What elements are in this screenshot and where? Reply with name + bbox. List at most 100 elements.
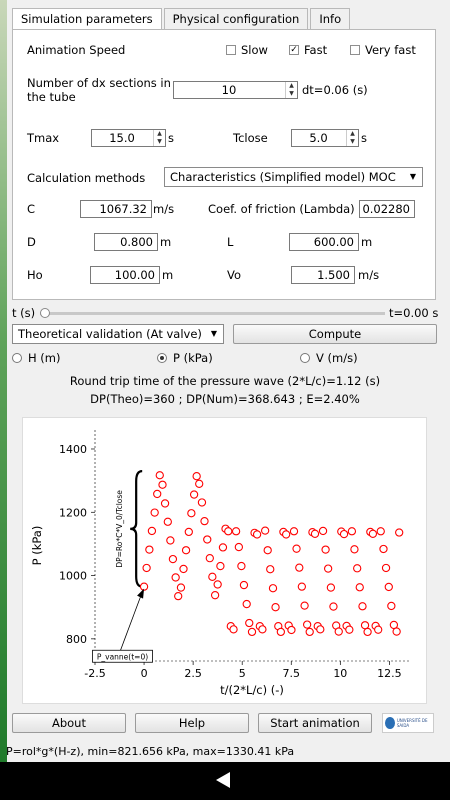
- data-point: [381, 563, 391, 573]
- data-point: [247, 627, 257, 637]
- chevron-down-icon: ▼: [409, 172, 416, 181]
- data-point: [145, 545, 154, 554]
- y-tick-label: 1000: [59, 570, 87, 583]
- data-point: [153, 489, 162, 499]
- data-point: [268, 584, 278, 593]
- tab-bar: Simulation parameters Physical configura…: [12, 8, 352, 30]
- data-point: [163, 517, 172, 526]
- data-point: [347, 527, 357, 536]
- slow-checkbox[interactable]: Slow: [226, 43, 268, 57]
- data-point: [376, 527, 385, 536]
- animation-speed-label: Animation Speed: [27, 43, 126, 57]
- y-tick-label: 1200: [59, 506, 87, 519]
- data-point: [363, 627, 372, 637]
- left-edge-strip: [0, 0, 7, 762]
- data-point: [224, 527, 233, 536]
- checkbox-box: [350, 45, 360, 55]
- check-icon: ✓: [289, 45, 299, 55]
- radio-h[interactable]: H (m): [12, 351, 60, 365]
- l-unit: m: [361, 235, 373, 249]
- data-point: [384, 582, 393, 592]
- vo-unit: m/s: [358, 268, 380, 282]
- pressure-chart-svg: -2.5 0 2.5 5 7.5 10 12.5 800 1000 1200 1400 t/(2*L/…: [30, 430, 409, 697]
- radio-v-label: V (m/s): [316, 351, 358, 365]
- tmax-label: Tmax: [27, 131, 60, 145]
- tclose-value: 5.0: [309, 131, 328, 145]
- tab-physical-configuration[interactable]: Physical configuration: [163, 8, 309, 29]
- compute-button[interactable]: Compute: [233, 324, 437, 344]
- friction-label: Coef. of friction (Lambda): [208, 202, 355, 216]
- x-axis-label: t/(2*L/c) (-): [220, 683, 284, 697]
- tclose-label: Tclose: [233, 131, 268, 145]
- about-button[interactable]: About: [12, 713, 126, 733]
- data-point: [358, 602, 367, 611]
- spinner-arrows-icon[interactable]: ▲ ▼: [285, 82, 297, 98]
- x-tick-label: 2.5: [184, 667, 202, 680]
- data-point: [242, 599, 251, 609]
- data-point: [266, 565, 275, 574]
- data-point: [213, 580, 222, 589]
- calc-method-value: Characteristics (Simplified model) MOC: [170, 170, 396, 184]
- data-point: [216, 561, 225, 571]
- tmax-spinner[interactable]: 15.0 ▲ ▼: [91, 129, 166, 147]
- c-input[interactable]: 1067.32: [80, 200, 152, 218]
- data-point: [195, 479, 204, 488]
- data-point: [234, 542, 244, 552]
- radio-v[interactable]: V (m/s): [300, 351, 358, 365]
- data-point: [318, 526, 328, 536]
- spinner-arrows-icon[interactable]: ▲ ▼: [346, 130, 358, 146]
- data-point: [323, 564, 333, 573]
- data-point: [142, 563, 151, 573]
- university-logo: UNIVERSITÉ DE SAIDA: [382, 713, 434, 733]
- fast-checkbox[interactable]: ✓ Fast: [289, 43, 327, 57]
- data-point: [203, 535, 212, 544]
- radio-p-label: P (kPa): [173, 351, 213, 365]
- time-readout: t=0.00 s: [389, 306, 439, 320]
- x-tick-label: 10: [333, 667, 347, 680]
- data-point: [316, 625, 325, 634]
- y-tick-label: 1400: [59, 443, 87, 456]
- data-point: [192, 472, 201, 481]
- logo-emblem-icon: [385, 717, 395, 729]
- data-point: [281, 530, 291, 539]
- data-point: [200, 516, 209, 526]
- start-animation-button[interactable]: Start animation: [258, 713, 372, 733]
- data-point: [189, 490, 199, 499]
- time-slider[interactable]: [40, 308, 385, 318]
- radio-circle-icon: [300, 353, 310, 363]
- data-point: [171, 573, 180, 582]
- very-fast-checkbox[interactable]: Very fast: [350, 43, 416, 57]
- validation-dropdown[interactable]: Theoretical validation (At valve) ▼: [12, 324, 224, 344]
- dx-sections-spinner[interactable]: 10 ▲ ▼: [173, 81, 298, 99]
- dx-label: Number of dx sections in: [27, 76, 171, 90]
- l-input[interactable]: 600.00: [289, 233, 359, 251]
- data-point: [292, 544, 301, 553]
- simulation-parameters-panel: Animation Speed Slow ✓ Fast Very fast Num…: [12, 29, 436, 300]
- dx-label-line2: the tube: [27, 90, 76, 104]
- radio-p[interactable]: P (kPa): [157, 351, 213, 365]
- arrow-label-box: [92, 649, 153, 663]
- tab-info[interactable]: Info: [310, 8, 351, 29]
- data-point: [139, 582, 149, 591]
- arrow-head: [137, 588, 145, 599]
- spinner-arrows-icon[interactable]: ▲ ▼: [153, 130, 165, 146]
- tclose-spinner[interactable]: 5.0 ▲ ▼: [291, 129, 359, 147]
- data-point: [237, 561, 246, 571]
- radio-circle-icon: [12, 353, 22, 363]
- time-slider-handle[interactable]: [40, 308, 50, 318]
- back-icon[interactable]: [216, 772, 230, 788]
- d-input[interactable]: 0.800: [94, 233, 158, 251]
- tab-simulation-parameters[interactable]: Simulation parameters: [12, 8, 162, 30]
- data-point: [326, 583, 336, 592]
- vo-input[interactable]: 1.500: [291, 266, 355, 284]
- friction-input[interactable]: 0.02280: [359, 200, 415, 218]
- brace-annotation-label: DP=Ro*C*V_0/Tclose: [115, 490, 124, 568]
- help-button[interactable]: Help: [135, 713, 249, 733]
- ho-input[interactable]: 100.00: [90, 266, 160, 284]
- data-point: [321, 545, 330, 554]
- data-point: [310, 529, 320, 538]
- calc-methods-dropdown[interactable]: Characteristics (Simplified model) MOC ▼: [164, 167, 423, 187]
- l-label: L: [227, 235, 234, 249]
- data-point: [300, 601, 309, 610]
- data-point: [329, 602, 338, 611]
